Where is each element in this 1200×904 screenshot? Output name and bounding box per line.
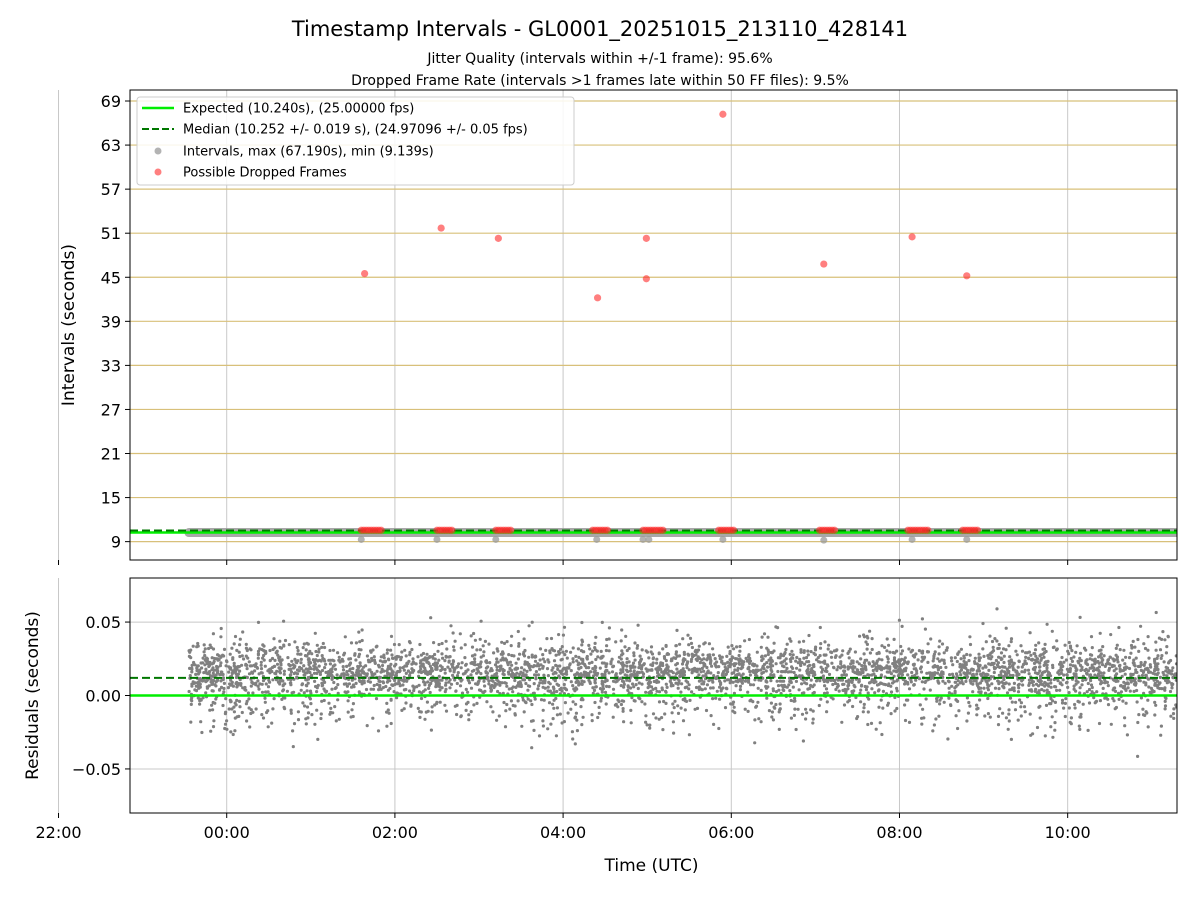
intervals-y-tick-label: 69 (101, 92, 121, 111)
residuals-x-tick-label: 06:00 (708, 823, 754, 842)
legend-entry-intervals: Intervals, max (67.190s), min (9.139s) (183, 145, 434, 160)
dropped-frame-point (437, 224, 445, 232)
residuals-y-tick-label: −0.05 (72, 760, 121, 779)
residuals-x-tick-label: 08:00 (876, 823, 922, 842)
intervals-y-tick-label: 27 (101, 400, 121, 419)
legend-symbol-dropped (154, 168, 162, 176)
intervals-y-tick-label: 33 (101, 356, 121, 375)
interval-point-low (357, 535, 365, 543)
legend-entry-dropped: Possible Dropped Frames (183, 166, 347, 181)
dropped-frame-point-cluster (659, 526, 667, 534)
interval-point-low (908, 535, 916, 543)
chart-subtitle-dropped: Dropped Frame Rate (intervals >1 frames … (351, 73, 849, 89)
dropped-frame-point-cluster (507, 526, 515, 534)
dropped-frame-point-cluster (924, 526, 932, 534)
legend-box (136, 96, 575, 186)
residuals-y-tick-label: 0.00 (85, 687, 121, 706)
intervals-panel: 9 15 21 27 33 39 45 51 57 63 69 Intervals (seconds… (58, 89, 1178, 565)
dropped-frame-point-cluster (377, 526, 385, 534)
residuals-y-axis-label: Residuals (seconds) (23, 611, 43, 780)
residuals-x-tick-label: 04:00 (540, 823, 586, 842)
dropped-frame-point-cluster (730, 526, 738, 534)
dropped-frame-point (361, 269, 369, 278)
intervals-y-tick-label: 45 (101, 268, 121, 287)
dropped-frame-point-cluster (448, 526, 456, 534)
interval-point-low (719, 535, 727, 543)
residuals-x-axis-label: Time (UTC) (604, 856, 699, 876)
intervals-points (357, 110, 982, 544)
residuals-x-ticks: 22:00 00:00 02:00 04:00 06:00 08:00 10:00 (35, 813, 1091, 842)
dropped-frame-point (642, 234, 650, 242)
dropped-frame-point (908, 233, 916, 241)
legend-symbol-intervals (154, 147, 162, 155)
intervals-y-tick-label: 21 (101, 445, 121, 464)
intervals-axes-frame (129, 89, 1178, 561)
dropped-frame-point (963, 272, 971, 280)
interval-point-low (639, 535, 647, 543)
intervals-x-ticks (58, 560, 1069, 565)
interval-point-low (593, 535, 601, 543)
residual-points (187, 607, 1177, 758)
legend-entry-median: Median (10.252 +/- 0.019 s), (24.97096 +… (183, 123, 528, 138)
dropped-frame-point-cluster (973, 526, 982, 534)
residuals-x-tick-label: 02:00 (372, 823, 418, 842)
intervals-y-tick-label: 9 (111, 533, 121, 552)
intervals-y-tick-label: 57 (101, 180, 121, 199)
interval-point-low (963, 535, 971, 543)
residuals-x-tick-label: 10:00 (1045, 823, 1091, 842)
residuals-panel: −0.05 0.00 0.05 22:00 00:00 02:00 04:00 06:00 0… (23, 577, 1178, 876)
chart-title: Timestamp Intervals - GL0001_20251015_21… (291, 17, 908, 42)
residuals-y-tick-label: 0.05 (85, 613, 121, 632)
intervals-y-ticks: 9 15 21 27 33 39 45 51 57 63 69 (101, 92, 130, 552)
intervals-y-tick-label: 39 (101, 312, 121, 331)
chart-legend: Expected (10.240s), (25.00000 fps) Media… (136, 96, 575, 186)
residuals-points (187, 607, 1177, 758)
dropped-frame-point (719, 110, 727, 118)
residuals-x-tick-label: 00:00 (204, 823, 250, 842)
legend-entry-expected: Expected (10.240s), (25.00000 fps) (183, 102, 414, 117)
residuals-x-tick-label: 22:00 (35, 823, 81, 842)
residuals-y-ticks: −0.05 0.00 0.05 (72, 613, 130, 779)
interval-point-low (433, 535, 441, 543)
chart-subtitle-jitter: Jitter Quality (intervals within +/-1 fr… (426, 51, 772, 67)
intervals-y-tick-label: 51 (101, 224, 121, 243)
intervals-y-tick-label: 63 (101, 136, 121, 155)
interval-point-low (492, 535, 500, 543)
dropped-frame-point-cluster (830, 526, 839, 534)
dropped-frame-point-cluster (603, 526, 612, 534)
intervals-y-axis-label: Intervals (seconds) (59, 244, 79, 406)
interval-point-low (645, 535, 653, 543)
dropped-frame-point (820, 260, 828, 268)
dropped-frame-point (642, 275, 650, 283)
dropped-frame-point (494, 234, 502, 242)
dropped-frame-point (593, 294, 602, 302)
interval-point-low (820, 536, 828, 544)
residuals-reference-lines (130, 676, 1177, 697)
intervals-y-tick-label: 15 (101, 489, 121, 508)
